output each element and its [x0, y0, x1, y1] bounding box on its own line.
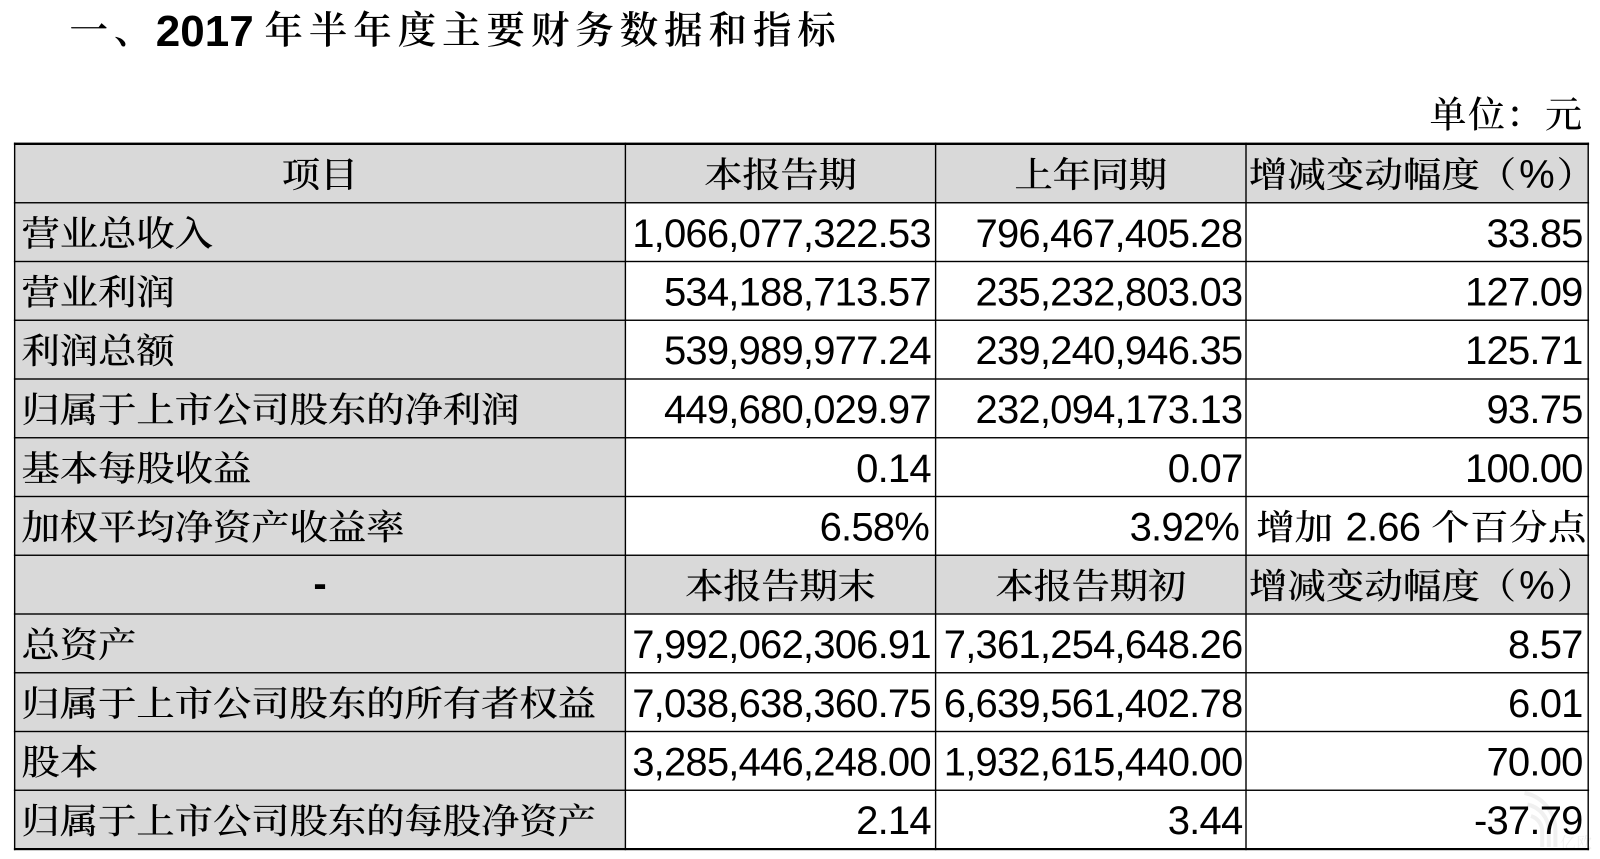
svg-text:%: %: [1519, 564, 1555, 608]
svg-text:100.00: 100.00: [1465, 447, 1583, 491]
svg-text:%: %: [1519, 153, 1555, 197]
svg-text:6.58%: 6.58%: [820, 506, 930, 550]
svg-text:127.09: 127.09: [1465, 271, 1583, 315]
svg-text:539,989,977.24: 539,989,977.24: [664, 329, 931, 373]
svg-text:125.71: 125.71: [1465, 329, 1583, 373]
svg-text:534,188,713.57: 534,188,713.57: [664, 271, 931, 315]
svg-text:2017: 2017: [156, 7, 254, 56]
svg-text:33.85: 33.85: [1486, 212, 1582, 256]
svg-text:-37.79: -37.79: [1474, 799, 1583, 843]
svg-text:3,285,446,248.00: 3,285,446,248.00: [632, 741, 931, 785]
svg-text:232,094,173.13: 232,094,173.13: [976, 388, 1243, 432]
svg-text:3.92%: 3.92%: [1130, 506, 1240, 550]
svg-text:8.57: 8.57: [1508, 623, 1583, 667]
svg-text:239,240,946.35: 239,240,946.35: [976, 329, 1243, 373]
svg-text:7,361,254,648.26: 7,361,254,648.26: [944, 623, 1243, 667]
svg-text:796,467,405.28: 796,467,405.28: [976, 212, 1243, 256]
svg-text:-: -: [313, 562, 326, 606]
svg-text:6,639,561,402.78: 6,639,561,402.78: [944, 682, 1243, 726]
svg-text:70.00: 70.00: [1486, 741, 1582, 785]
svg-text:6.01: 6.01: [1508, 682, 1583, 726]
svg-text:0.07: 0.07: [1168, 447, 1243, 491]
svg-text:1,932,615,440.00: 1,932,615,440.00: [944, 741, 1243, 785]
svg-text:449,680,029.97: 449,680,029.97: [664, 388, 931, 432]
svg-text:3.44: 3.44: [1168, 799, 1243, 843]
svg-text:1,066,077,322.53: 1,066,077,322.53: [632, 212, 931, 256]
svg-text:93.75: 93.75: [1486, 388, 1582, 432]
svg-text:0.14: 0.14: [856, 447, 931, 491]
svg-text:7,038,638,360.75: 7,038,638,360.75: [632, 682, 931, 726]
svg-text:7,992,062,306.91: 7,992,062,306.91: [632, 623, 931, 667]
svg-text:2.66: 2.66: [1346, 506, 1421, 550]
svg-text:235,232,803.03: 235,232,803.03: [976, 271, 1243, 315]
svg-text:2.14: 2.14: [856, 799, 931, 843]
